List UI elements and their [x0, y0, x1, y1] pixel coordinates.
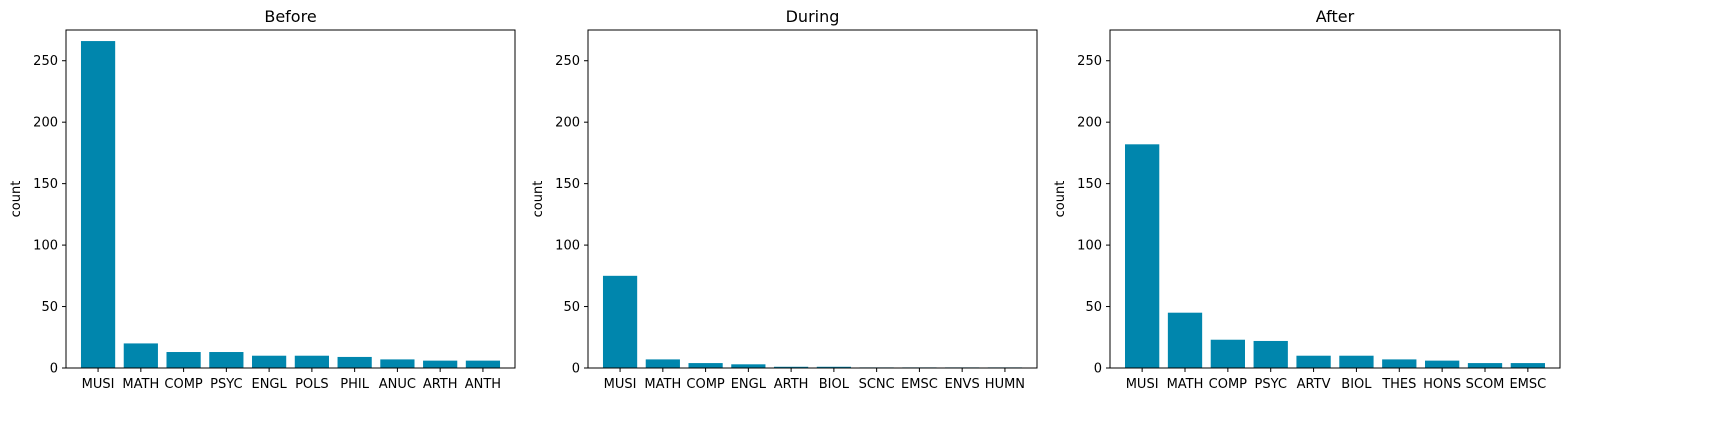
- chart-panel-2: MUSI MATH COMP ENGL ARTH BIOL SCNC EMSC ENVS HUMN…: [531, 7, 1038, 392]
- x-tick-label: HONS: [1423, 377, 1461, 392]
- x-tick-label: MATH: [122, 377, 159, 392]
- bar-hons: [1425, 360, 1460, 368]
- bar-phil: [337, 356, 372, 368]
- bar-engl: [252, 355, 287, 368]
- bar-comp: [688, 363, 723, 368]
- y-tick-label: 50: [563, 300, 580, 315]
- x-tick-label: MATH: [1167, 377, 1204, 392]
- bar-musi: [602, 275, 638, 368]
- bar-comp: [166, 352, 201, 368]
- y-tick-label: 250: [33, 54, 58, 69]
- y-tick-label: 150: [33, 177, 58, 192]
- y-tick-label: 150: [1077, 177, 1102, 192]
- x-tick-label: THES: [1381, 377, 1416, 392]
- y-tick-label: 50: [41, 300, 58, 315]
- x-tick-label: COMP: [164, 377, 203, 392]
- bar-anuc: [380, 359, 415, 368]
- chart-panel-1: MUSI MATH COMP PSYC ENGL POLS PHIL ANUC ARTH ANTH…: [9, 7, 516, 392]
- y-tick-label: 200: [1077, 116, 1102, 131]
- x-tick-label: HUMN: [985, 377, 1025, 392]
- bar-math: [645, 359, 680, 368]
- bar-anth: [465, 360, 501, 368]
- x-tick-label: COMP: [1209, 377, 1248, 392]
- y-axis-label: count: [9, 181, 24, 218]
- y-tick-label: 100: [1077, 239, 1102, 254]
- bar-psyc: [1253, 340, 1288, 368]
- bar-musi: [80, 41, 116, 369]
- x-tick-label: ANTH: [465, 377, 501, 392]
- x-tick-label: PSYC: [210, 377, 242, 392]
- bar-thes: [1382, 359, 1417, 368]
- x-tick-label: COMP: [686, 377, 725, 392]
- y-tick-label: 250: [1077, 54, 1102, 69]
- x-tick-label: BIOL: [1341, 377, 1372, 392]
- x-tick-label: EMSC: [901, 377, 938, 392]
- y-tick-label: 200: [33, 116, 58, 131]
- chart-panel-3: MUSI MATH COMP PSYC ARTV BIOL THES HONS SCOM EMSC…: [1053, 7, 1561, 392]
- y-tick-label: 0: [1094, 362, 1102, 377]
- bar-emsc: [1510, 363, 1545, 368]
- bar-psyc: [209, 352, 244, 368]
- bar-math: [123, 343, 158, 368]
- x-tick-label: ANUC: [379, 377, 416, 392]
- bar-artv: [1296, 355, 1331, 368]
- y-axis-label: count: [531, 181, 546, 218]
- bar-musi: [1125, 144, 1160, 368]
- x-tick-label: ENGL: [731, 377, 767, 392]
- bar-engl: [731, 364, 766, 368]
- x-tick-label: BIOL: [819, 377, 850, 392]
- axes-frame: [587, 29, 1038, 369]
- y-tick-label: 0: [572, 362, 580, 377]
- y-tick-label: 150: [555, 177, 580, 192]
- x-tick-label: MUSI: [604, 377, 637, 392]
- bar-biol: [816, 366, 851, 368]
- y-tick-label: 50: [1085, 300, 1102, 315]
- x-tick-label: ENVS: [945, 377, 980, 392]
- y-tick-label: 100: [33, 239, 58, 254]
- bar-arth: [774, 366, 809, 368]
- x-tick-label: MUSI: [82, 377, 115, 392]
- chart-title: During: [786, 7, 840, 26]
- axes-frame: [65, 29, 516, 369]
- x-tick-label: ENGL: [251, 377, 287, 392]
- bar-biol: [1339, 355, 1374, 368]
- y-tick-label: 100: [555, 239, 580, 254]
- bar-scom: [1467, 363, 1503, 368]
- x-tick-label: MATH: [644, 377, 681, 392]
- x-tick-label: ARTH: [774, 377, 809, 392]
- x-tick-label: POLS: [295, 377, 329, 392]
- axes-frame: [1109, 29, 1561, 369]
- chart-title: Before: [264, 7, 316, 26]
- x-tick-label: SCNC: [859, 377, 895, 392]
- bar-arth: [423, 360, 458, 368]
- chart-title: After: [1316, 7, 1355, 26]
- x-tick-label: ARTH: [423, 377, 458, 392]
- y-tick-label: 250: [555, 54, 580, 69]
- x-tick-label: MUSI: [1126, 377, 1159, 392]
- y-axis-label: count: [1053, 181, 1068, 218]
- x-tick-label: SCOM: [1466, 377, 1505, 392]
- x-tick-label: EMSC: [1509, 377, 1546, 392]
- x-tick-label: ARTV: [1297, 377, 1331, 392]
- y-tick-label: 200: [555, 116, 580, 131]
- y-tick-label: 0: [50, 362, 58, 377]
- bar-math: [1167, 312, 1203, 368]
- x-tick-label: PHIL: [340, 377, 369, 392]
- bar-pols: [294, 355, 329, 368]
- bar-comp: [1210, 339, 1245, 368]
- x-tick-label: PSYC: [1255, 377, 1287, 392]
